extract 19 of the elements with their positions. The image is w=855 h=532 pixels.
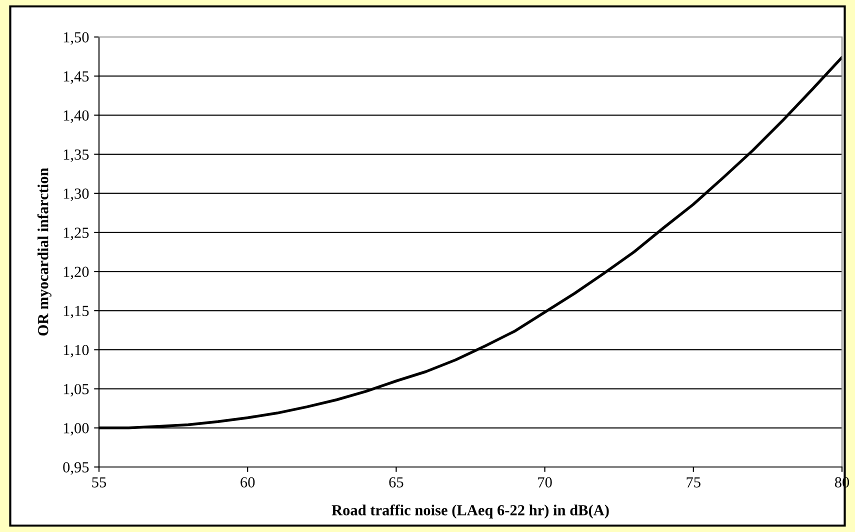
y-tick-label: 1,10 bbox=[64, 344, 89, 358]
y-tick-label: 1,40 bbox=[64, 110, 89, 123]
y-tick-label: 1,15 bbox=[64, 306, 89, 318]
y-tick-label: 1,45 bbox=[64, 71, 89, 84]
y-tick-label: 1,00 bbox=[64, 423, 89, 436]
y-tick-label: 1,35 bbox=[64, 149, 89, 162]
y-tick-label: 1,05 bbox=[64, 384, 89, 396]
x-tick-label: 55 bbox=[92, 477, 106, 488]
x-tick-label: 65 bbox=[389, 477, 404, 488]
x-tick-label: 60 bbox=[240, 477, 255, 488]
x-axis-title: Road traffic noise (LAeq 6-22 hr) in dB(A) bbox=[332, 504, 609, 518]
x-tick-label: 75 bbox=[686, 477, 700, 488]
y-tick-label: 0,95 bbox=[63, 462, 89, 475]
y-axis-title: OR myocardial infarction bbox=[37, 168, 52, 336]
y-tick-label: 1,20 bbox=[64, 266, 89, 280]
y-tick-label: 1,50 bbox=[64, 32, 89, 45]
y-tick-label: 1,30 bbox=[64, 188, 89, 202]
y-tick-label: 1,25 bbox=[64, 228, 89, 240]
x-tick-label: 70 bbox=[538, 477, 552, 488]
